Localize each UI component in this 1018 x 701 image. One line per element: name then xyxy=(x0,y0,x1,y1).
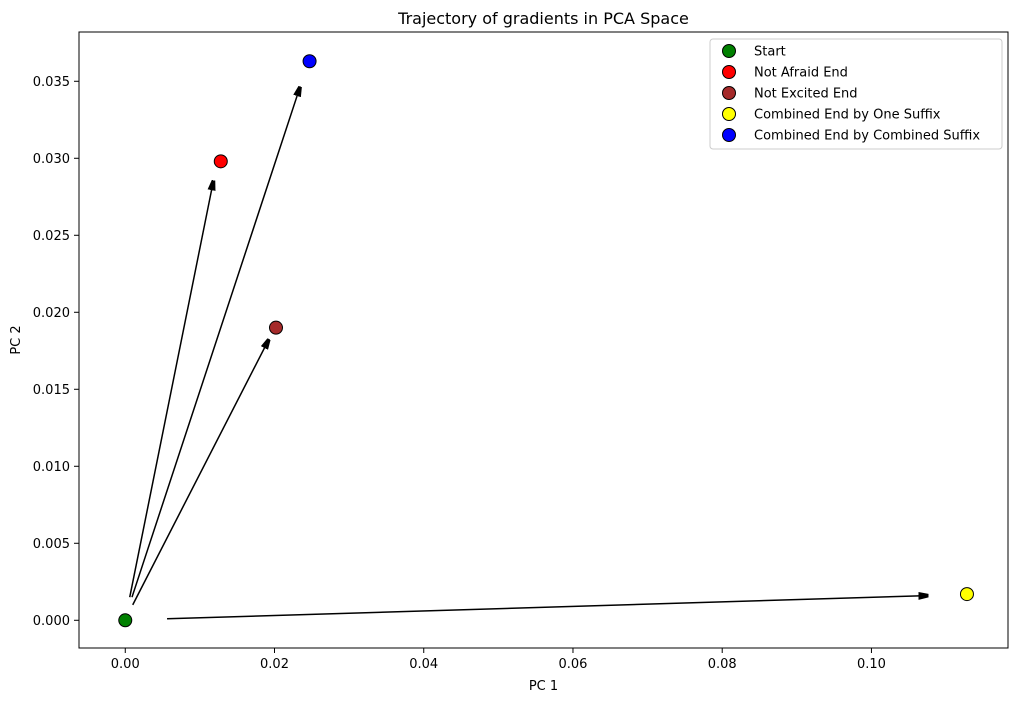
y-tick-label: 0.035 xyxy=(33,75,70,90)
trajectory-arrow xyxy=(132,340,269,606)
legend-marker xyxy=(722,107,736,121)
legend-marker xyxy=(722,44,736,58)
x-tick-label: 0.00 xyxy=(111,657,140,672)
legend-frame xyxy=(709,38,1003,150)
y-tick-label: 0.025 xyxy=(33,229,70,244)
data-point xyxy=(268,320,283,335)
y-tick-label: 0.005 xyxy=(33,537,70,552)
data-points xyxy=(118,54,974,628)
y-tick-label: 0.000 xyxy=(33,614,70,629)
legend-label: Not Afraid End xyxy=(754,66,848,81)
legend: Start Not Afraid End Not Excited End Combin… xyxy=(709,38,1003,150)
legend-marker xyxy=(722,65,736,79)
y-tick-label: 0.020 xyxy=(33,306,70,321)
legend-marker xyxy=(722,128,736,142)
x-tick-label: 0.04 xyxy=(409,657,438,672)
trajectory-arrow xyxy=(167,596,927,620)
x-tick-label: 0.02 xyxy=(260,657,289,672)
trajectory-arrow xyxy=(131,87,300,598)
y-axis-ticks: 0.000 0.005 0.010 0.015 0.020 0.025 0.030 0.035 xyxy=(33,75,79,629)
data-point xyxy=(118,613,133,628)
x-tick-label: 0.08 xyxy=(708,657,737,672)
plot-frame xyxy=(78,31,1009,649)
x-axis-label: PC 1 xyxy=(529,679,558,694)
legend-label: Not Excited End xyxy=(754,87,858,102)
y-tick-label: 0.010 xyxy=(33,460,70,475)
x-tick-label: 0.10 xyxy=(857,657,886,672)
legend-label: Start xyxy=(754,45,786,60)
y-axis-label: PC 2 xyxy=(9,325,24,354)
x-axis-ticks: 0.00 0.02 0.04 0.06 0.08 0.10 xyxy=(111,648,886,672)
legend-label: Combined End by One Suffix xyxy=(754,108,941,123)
data-point xyxy=(302,54,317,69)
legend-label: Combined End by Combined Suffix xyxy=(754,129,980,144)
legend-marker xyxy=(722,86,736,100)
x-tick-label: 0.06 xyxy=(558,657,587,672)
trajectory-arrow xyxy=(129,181,214,598)
trajectory-arrows xyxy=(129,87,928,620)
chart-title: Trajectory of gradients in PCA Space xyxy=(397,9,689,28)
data-point xyxy=(959,587,974,602)
y-tick-label: 0.015 xyxy=(33,383,70,398)
y-tick-label: 0.030 xyxy=(33,152,70,167)
data-point xyxy=(213,154,228,169)
